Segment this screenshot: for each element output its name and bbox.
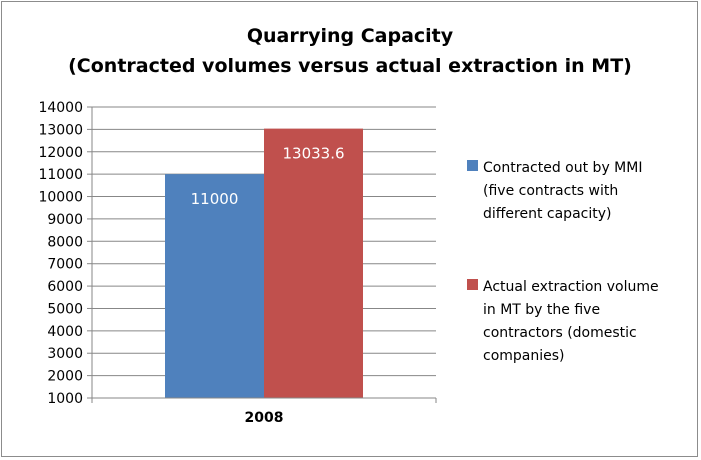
y-tick-label-6000: 6000 xyxy=(47,279,83,295)
bars: 11000 13033.6 xyxy=(165,128,363,398)
legend-label-contracted-line-2: (five contracts with xyxy=(483,183,618,199)
legend-swatch-actual xyxy=(467,279,478,290)
data-label-contracted-2008: 11000 xyxy=(191,190,239,208)
y-axis-tick-labels: 1000 2000 3000 4000 5000 6000 7000 8000 9000 1000… xyxy=(38,100,83,407)
bar-contracted-2008 xyxy=(165,174,264,398)
y-tick-label-5000: 5000 xyxy=(47,301,83,317)
y-tick-label-14000: 14000 xyxy=(38,100,83,116)
y-tick-label-10000: 10000 xyxy=(38,190,83,206)
legend-label-actual-line-2: in MT by the five xyxy=(483,302,600,318)
y-tick-label-1000: 1000 xyxy=(47,391,83,407)
x-category-label-2008: 2008 xyxy=(245,410,284,426)
y-tick-label-8000: 8000 xyxy=(47,234,83,250)
data-label-actual-2008: 13033.6 xyxy=(282,145,344,163)
legend-label-actual-line-3: contractors (domestic xyxy=(483,325,637,341)
chart-title-line-1: Quarrying Capacity xyxy=(247,25,454,47)
y-tick-label-9000: 9000 xyxy=(47,212,83,228)
legend-label-actual-line-4: companies) xyxy=(483,348,565,364)
y-tick-label-3000: 3000 xyxy=(47,346,83,362)
y-tick-label-7000: 7000 xyxy=(47,257,83,273)
chart-title: Quarrying Capacity (Contracted volumes ve… xyxy=(68,25,632,77)
legend-label-actual-line-1: Actual extraction volume xyxy=(483,279,659,295)
legend-swatch-contracted xyxy=(467,160,478,171)
legend-label-contracted-line-1: Contracted out by MMI xyxy=(483,160,642,176)
y-tick-label-12000: 12000 xyxy=(38,145,83,161)
y-tick-label-2000: 2000 xyxy=(47,369,83,385)
bar-actual-2008 xyxy=(264,128,363,398)
y-tick-label-4000: 4000 xyxy=(47,324,83,340)
y-tick-label-11000: 11000 xyxy=(38,167,83,183)
axes xyxy=(91,107,437,403)
y-tick-label-13000: 13000 xyxy=(38,122,83,138)
chart-title-line-2: (Contracted volumes versus actual extrac… xyxy=(68,55,632,77)
legend: Contracted out by MMI (five contracts wit… xyxy=(467,160,659,364)
legend-label-contracted-line-3: different capacity) xyxy=(483,206,611,222)
x-axis-category-labels: 2008 xyxy=(245,410,284,426)
